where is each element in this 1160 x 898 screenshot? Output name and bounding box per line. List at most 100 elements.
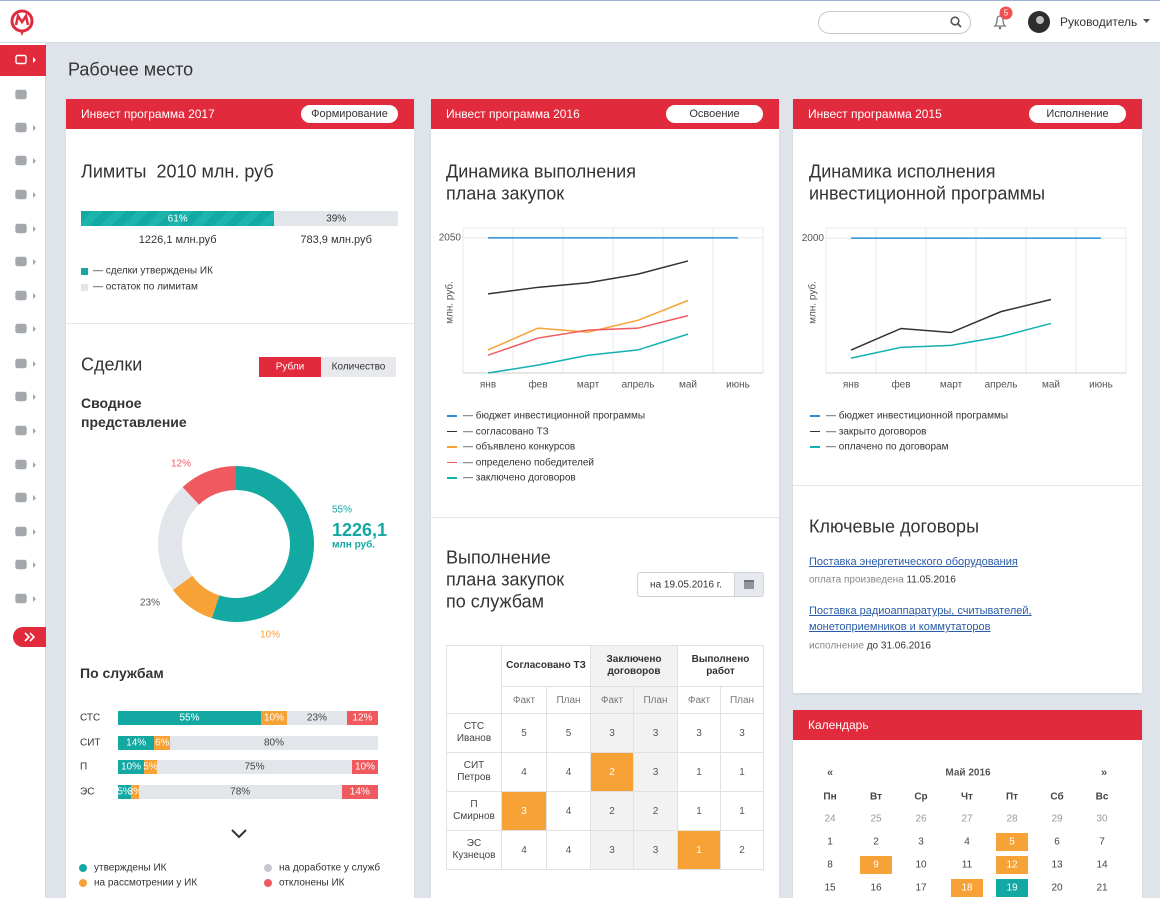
sidebar-icon <box>15 391 36 402</box>
calendar-day[interactable]: 26 <box>915 813 927 825</box>
person: Петров <box>457 772 491 783</box>
card-title: Инвест программа 2016 <box>446 107 580 121</box>
calendar-day[interactable]: 27 <box>961 813 973 825</box>
calendar-day[interactable]: 13 <box>1051 859 1063 871</box>
calendar-day[interactable]: 18 <box>961 882 973 894</box>
legend-text: отклонены ИК <box>279 877 345 889</box>
calendar-day[interactable]: 25 <box>870 813 882 825</box>
date-button[interactable]: на 19.05.2016 г. <box>637 572 735 597</box>
toggle-count[interactable]: Количество <box>321 357 396 377</box>
legend-dash <box>447 446 457 448</box>
icon-arrow <box>33 361 36 367</box>
calendar-day[interactable]: 29 <box>1051 813 1063 825</box>
divider <box>66 323 414 324</box>
contract-link[interactable]: Поставка радиоаппаратуры, считывателей, … <box>809 605 1032 633</box>
calendar-prev[interactable]: « <box>826 767 834 779</box>
sidebar-icon <box>15 155 36 166</box>
status-badge[interactable]: Освоение <box>666 105 763 123</box>
top-bar <box>0 0 1160 43</box>
dept: ЭС <box>466 838 482 849</box>
day-highlight <box>996 879 1028 897</box>
calendar-day[interactable]: 11 <box>961 859 973 871</box>
calendar-day[interactable]: 4 <box>964 836 970 848</box>
limit-amount: 783,9 млн.руб <box>300 234 372 246</box>
legend-text: на рассмотрении у ИК <box>94 877 198 889</box>
status-badge[interactable]: Исполнение <box>1029 105 1126 123</box>
cell-value: 3 <box>677 713 722 753</box>
legend-text: — определено победителей <box>463 457 595 468</box>
calendar-day[interactable]: 19 <box>1006 882 1018 894</box>
icon-shape <box>15 425 27 436</box>
user-name[interactable]: Руководитель <box>1060 15 1138 29</box>
dept: П <box>470 799 478 810</box>
service-value: 14% <box>349 786 370 798</box>
icon-arrow <box>33 226 36 232</box>
calendar-day[interactable]: 3 <box>918 836 924 848</box>
calendar-day[interactable]: 6 <box>1054 836 1060 848</box>
cell-value: 4 <box>546 752 591 792</box>
notification-badge: 5 <box>999 6 1013 20</box>
calendar-next[interactable]: » <box>1100 767 1108 779</box>
calendar-day[interactable]: 12 <box>1006 859 1018 871</box>
calendar-day[interactable]: 1 <box>827 836 833 848</box>
person: Смирнов <box>453 811 495 822</box>
toggle-rub[interactable]: Рубли <box>259 357 321 377</box>
calendar-day[interactable]: 7 <box>1099 836 1105 848</box>
service-value: 80% <box>263 737 285 749</box>
legend-dash <box>447 430 457 432</box>
calendar-month: Май 2016 <box>945 767 991 779</box>
series-line <box>487 299 689 351</box>
handle <box>957 23 962 28</box>
calendar-day[interactable]: 8 <box>827 859 833 871</box>
calendar-day[interactable]: 17 <box>915 882 927 894</box>
limit-amount: 1226,1 млн.руб <box>138 234 217 246</box>
weekday: Пн <box>823 791 837 803</box>
calendar-day[interactable]: 21 <box>1096 882 1108 894</box>
search-input[interactable] <box>818 11 971 34</box>
icon-shape <box>15 54 27 65</box>
icon-shape <box>15 155 27 166</box>
caret <box>1143 19 1150 23</box>
contract-link[interactable]: Поставка энергетического оборудования <box>809 556 1018 568</box>
day-highlight <box>951 879 983 897</box>
sidebar-icon <box>15 189 36 200</box>
donut-label: 12% <box>171 459 191 470</box>
calendar-day[interactable]: 5 <box>1009 836 1015 848</box>
card-title: Инвест программа 2017 <box>81 107 215 121</box>
calendar-day[interactable]: 20 <box>1051 882 1063 894</box>
sidebar-icon <box>15 323 36 334</box>
calendar-day[interactable]: 30 <box>1096 813 1108 825</box>
cell-value: 5 <box>501 713 547 753</box>
limit-segment: 39% <box>274 211 398 226</box>
cell-value: 1 <box>677 791 722 831</box>
calendar-day[interactable]: 28 <box>1006 813 1018 825</box>
chart-title: инвестиционной программы <box>809 183 1046 204</box>
calendar-day[interactable]: 16 <box>870 882 882 894</box>
row-name: П Смирнов <box>446 791 502 831</box>
x-tick-label: март <box>577 380 600 391</box>
legend-text: — бюджет инвестиционной программы <box>826 410 1009 422</box>
calendar-day[interactable]: 10 <box>915 859 927 871</box>
donut-label: 23% <box>140 598 160 609</box>
icon-shape <box>15 223 27 234</box>
sidebar-icon <box>15 492 36 503</box>
sidebar-active[interactable] <box>0 45 46 76</box>
calendar-day[interactable]: 9 <box>873 859 879 871</box>
calendar-day[interactable]: 24 <box>824 813 836 825</box>
icon-arrow <box>33 394 36 400</box>
service-segment: 10% <box>352 760 378 774</box>
sub-header: Факт <box>501 686 547 714</box>
legend-text: на доработке у служб <box>279 862 381 874</box>
sub-header: Факт <box>677 686 722 714</box>
row-name: СИТ Петров <box>446 752 502 792</box>
legend-dot <box>79 879 87 887</box>
icon-arrow <box>33 428 36 434</box>
y-axis-label: млн. руб. <box>444 281 456 324</box>
chevrons <box>24 632 36 642</box>
calendar-day[interactable]: 14 <box>1096 859 1108 871</box>
contract-status: исполнение до 31.06.2016 <box>809 641 931 652</box>
status-badge[interactable]: Формирование <box>301 105 398 123</box>
calendar-day[interactable]: 2 <box>873 836 879 848</box>
calendar-day[interactable]: 15 <box>824 882 836 894</box>
